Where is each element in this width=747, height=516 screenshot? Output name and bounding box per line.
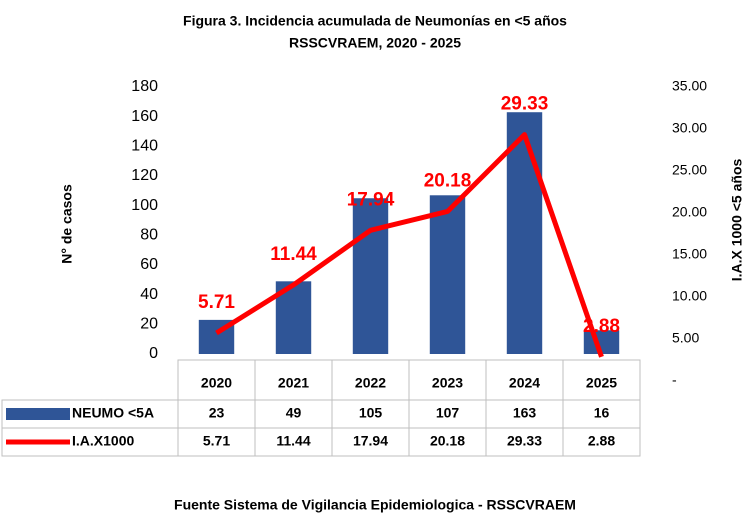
y2-tick-label: - bbox=[672, 372, 677, 388]
y2-tick-label: 35.00 bbox=[672, 78, 707, 94]
table-cell bbox=[1, 427, 179, 457]
legend-label: I.A.X1000 bbox=[72, 433, 134, 449]
x-tick-label: 2025 bbox=[586, 375, 617, 391]
legend-swatch bbox=[6, 408, 70, 420]
x-tick-label: 2021 bbox=[278, 375, 309, 391]
data-label: 5.71 bbox=[198, 292, 235, 313]
y-tick-label: 100 bbox=[131, 197, 158, 214]
y-tick-label: 80 bbox=[140, 227, 158, 244]
y-tick-label: 0 bbox=[149, 345, 158, 362]
table-value: 29.33 bbox=[507, 433, 542, 449]
table-value: 105 bbox=[359, 405, 383, 421]
x-tick-label: 2023 bbox=[432, 375, 463, 391]
x-tick-label: 2022 bbox=[355, 375, 386, 391]
legend-label: NEUMO <5A bbox=[72, 405, 154, 421]
data-label: 17.94 bbox=[347, 189, 395, 210]
table-cell bbox=[562, 427, 641, 457]
table-value: 163 bbox=[513, 405, 537, 421]
table-value: 49 bbox=[286, 405, 302, 421]
table-value: 11.44 bbox=[276, 433, 310, 449]
data-label: 20.18 bbox=[424, 171, 472, 192]
y-tick-label: 20 bbox=[140, 316, 158, 333]
chart-subtitle: RSSCVRAEM, 2020 - 2025 bbox=[289, 35, 461, 51]
y2-tick-label: 20.00 bbox=[672, 204, 707, 220]
y-axis-label: N° de casos bbox=[59, 184, 75, 264]
table-value: 107 bbox=[436, 405, 460, 421]
data-label: 29.33 bbox=[501, 94, 549, 115]
data-label: 11.44 bbox=[270, 244, 317, 265]
table-value: 17.94 bbox=[353, 433, 388, 449]
y2-tick-label: 10.00 bbox=[672, 288, 707, 304]
y-tick-label: 160 bbox=[131, 108, 158, 125]
y-tick-label: 120 bbox=[131, 167, 158, 184]
source-note: Fuente Sistema de Vigilancia Epidemiolog… bbox=[174, 497, 576, 513]
y-tick-label: 180 bbox=[131, 78, 158, 95]
y2-tick-label: 30.00 bbox=[672, 120, 707, 136]
table-value: 23 bbox=[209, 405, 225, 421]
table-value: 16 bbox=[594, 405, 610, 421]
y2-tick-label: 25.00 bbox=[672, 162, 707, 178]
bar bbox=[429, 195, 466, 354]
table-value: 20.18 bbox=[430, 433, 465, 449]
line bbox=[215, 132, 604, 358]
chart-title: Figura 3. Incidencia acumulada de Neumon… bbox=[183, 13, 567, 29]
y-tick-label: 140 bbox=[131, 138, 158, 155]
y2-tick-label: 15.00 bbox=[672, 246, 707, 262]
data-label: 2.88 bbox=[583, 316, 620, 337]
y-tick-label: 60 bbox=[140, 256, 158, 273]
table-value: 5.71 bbox=[203, 433, 230, 449]
y2-axis-label: I.A.X 1000 <5 años bbox=[729, 159, 745, 282]
y2-tick-label: 5.00 bbox=[672, 330, 699, 346]
table-value: 2.88 bbox=[588, 433, 615, 449]
bar bbox=[352, 198, 389, 354]
bar bbox=[506, 112, 543, 354]
y-tick-label: 40 bbox=[140, 286, 158, 303]
x-tick-label: 2024 bbox=[509, 375, 540, 391]
x-tick-label: 2020 bbox=[201, 375, 232, 391]
